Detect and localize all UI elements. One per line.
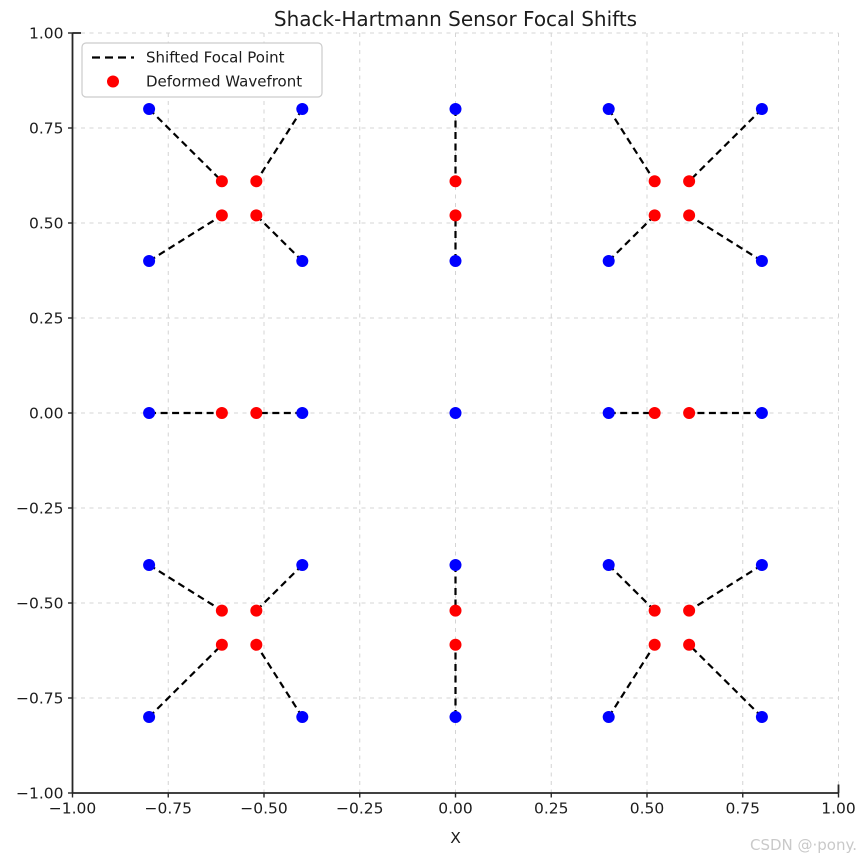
deformed-wavefront-point <box>449 209 462 222</box>
deformed-wavefront-point <box>648 604 661 617</box>
legend-red-dot-icon <box>107 75 119 88</box>
focal-point <box>449 407 462 419</box>
deformed-wavefront-point <box>250 638 263 651</box>
focal-point <box>143 711 156 723</box>
deformed-wavefront-point <box>683 175 696 188</box>
focal-point <box>755 407 768 419</box>
focal-point <box>296 711 309 723</box>
x-tick-label: −0.25 <box>336 800 384 818</box>
focal-point <box>755 559 768 571</box>
y-tick-label: 0.50 <box>29 215 64 233</box>
focal-point <box>143 255 156 267</box>
focal-point <box>602 559 615 571</box>
focal-point <box>449 103 462 115</box>
tick-layer: −1.00 −0.75 −0.50 −0.25 0.00 0.25 0.50 0.75 1.00… <box>16 25 856 818</box>
focal-point <box>602 407 615 419</box>
x-tick-label: 0.00 <box>438 800 473 818</box>
y-tick-label: −0.25 <box>16 500 64 518</box>
legend: Shifted Focal Point Deformed Wavefront <box>81 42 323 98</box>
focal-point <box>755 711 768 723</box>
legend-label-deformed-wavefront: Deformed Wavefront <box>146 73 302 91</box>
x-tick-label: 1.00 <box>821 800 856 818</box>
focal-point <box>449 559 462 571</box>
chart-title: Shack-Hartmann Sensor Focal Shifts <box>274 7 637 31</box>
deformed-wavefront-point <box>683 638 696 651</box>
shift-lines-layer <box>148 108 763 718</box>
focal-point <box>449 711 462 723</box>
deformed-wavefront-point <box>250 209 263 222</box>
legend-label-shifted-focal-point: Shifted Focal Point <box>146 49 285 67</box>
shift-segment <box>255 214 304 262</box>
focal-point <box>143 407 156 419</box>
deformed-wavefront-point <box>683 604 696 617</box>
x-tick-label: −0.75 <box>145 800 193 818</box>
deformed-wavefront-point <box>683 209 696 222</box>
watermark: CSDN @·pony. <box>750 836 857 854</box>
shift-segment <box>148 564 223 612</box>
y-tick-label: 0.25 <box>29 310 64 328</box>
shift-segment <box>148 214 223 262</box>
deformed-wavefront-point <box>648 638 661 651</box>
shift-segment <box>607 214 656 262</box>
deformed-wavefront-point <box>449 638 462 651</box>
shift-segment <box>688 644 763 718</box>
focal-point <box>296 255 309 267</box>
deformed-wavefront-point <box>648 407 661 419</box>
shift-segment <box>255 108 304 182</box>
x-axis-label: X <box>450 829 461 847</box>
x-tick-label: 0.50 <box>630 800 665 818</box>
deformed-wavefront-point <box>250 407 263 419</box>
focal-point <box>602 255 615 267</box>
deformed-wavefront-point <box>449 175 462 188</box>
y-tick-label: 0.00 <box>29 405 64 423</box>
deformed-wavefront-point <box>215 604 228 617</box>
shift-segment <box>688 214 763 262</box>
deformed-wavefront-point <box>648 175 661 188</box>
shift-segment <box>607 644 656 718</box>
x-tick-label: −1.00 <box>49 800 97 818</box>
focal-point <box>602 103 615 115</box>
y-tick-label: −1.00 <box>16 785 64 803</box>
x-tick-label: 0.75 <box>725 800 760 818</box>
points-layer <box>143 103 768 723</box>
shift-segment <box>255 564 304 612</box>
focal-point <box>755 103 768 115</box>
shift-segment <box>148 108 223 182</box>
y-tick-label: −0.50 <box>16 595 64 613</box>
x-tick-label: 0.25 <box>534 800 569 818</box>
y-tick-label: −0.75 <box>16 690 64 708</box>
focal-point <box>296 407 309 419</box>
focal-point <box>143 559 156 571</box>
focal-point <box>296 559 309 571</box>
shift-segment <box>255 644 304 718</box>
y-tick-label: 1.00 <box>29 25 64 43</box>
shift-segment <box>607 108 656 182</box>
shift-segment <box>148 644 223 718</box>
deformed-wavefront-point <box>683 407 696 419</box>
focal-point <box>755 255 768 267</box>
deformed-wavefront-point <box>215 175 228 188</box>
shift-segment <box>688 108 763 182</box>
shift-segment <box>688 564 763 612</box>
deformed-wavefront-point <box>250 175 263 188</box>
focal-point <box>602 711 615 723</box>
deformed-wavefront-point <box>215 638 228 651</box>
x-tick-label: −0.50 <box>240 800 288 818</box>
deformed-wavefront-point <box>648 209 661 222</box>
focal-point <box>449 255 462 267</box>
focal-point <box>143 103 156 115</box>
deformed-wavefront-point <box>215 407 228 419</box>
y-tick-label: 0.75 <box>29 120 64 138</box>
focal-point <box>296 103 309 115</box>
deformed-wavefront-point <box>250 604 263 617</box>
shift-segment <box>607 564 656 612</box>
deformed-wavefront-point <box>449 604 462 617</box>
legend-box <box>81 42 323 98</box>
deformed-wavefront-point <box>215 209 228 222</box>
